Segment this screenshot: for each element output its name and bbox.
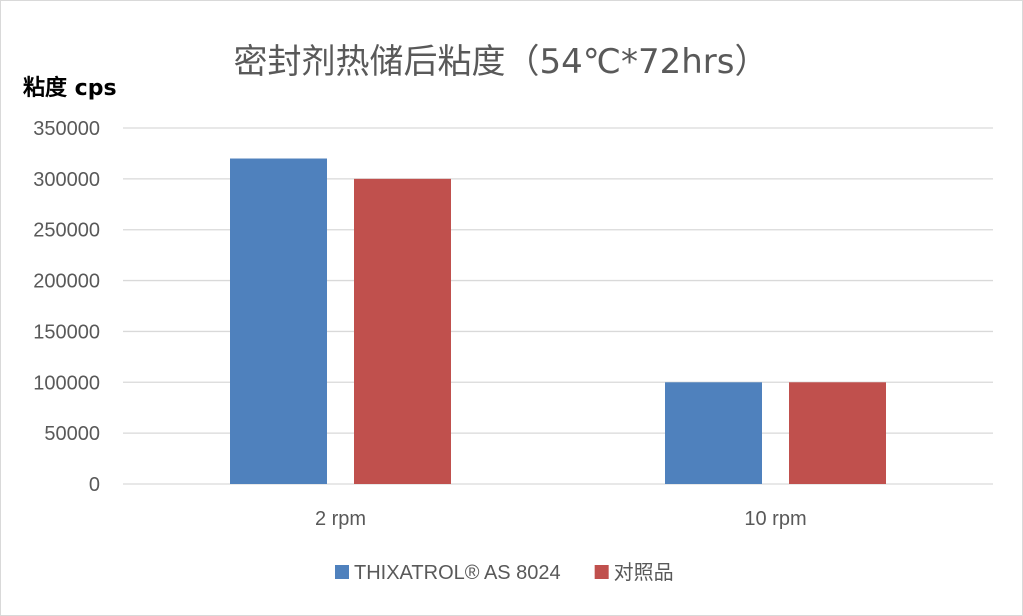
legend-label: 对照品 <box>614 561 674 584</box>
chart-title: 密封剂热储后粘度（54℃*72hrs） <box>234 42 769 82</box>
bar-2-2 <box>789 382 886 484</box>
y-tick-label: 0 <box>89 474 100 496</box>
bar-layer <box>230 158 886 484</box>
y-tick-label: 100000 <box>33 372 100 394</box>
legend-swatch <box>594 565 609 579</box>
legend-label: THIXATROL® AS 8024 <box>354 562 561 584</box>
bar-1-2 <box>665 382 762 484</box>
y-tick-label: 300000 <box>33 169 100 191</box>
y-tick-label: 200000 <box>33 271 100 293</box>
y-tick-label: 50000 <box>44 423 100 445</box>
y-axis-label: 粘度 cps <box>23 75 117 101</box>
legend: THIXATROL® AS 8024 对照品 <box>335 561 674 584</box>
x-tick-label: 2 rpm <box>315 508 366 530</box>
y-tick-labels: 0 50000 100000 150000 200000 250000 300000 3500… <box>33 118 100 496</box>
bar-1-1 <box>230 158 327 484</box>
x-tick-label: 10 rpm <box>744 508 806 530</box>
legend-swatch <box>335 565 349 579</box>
x-tick-labels: 2 rpm 10 rpm <box>315 508 807 530</box>
y-tick-label: 250000 <box>33 220 100 242</box>
bar-2-1 <box>354 178 451 484</box>
y-tick-label: 350000 <box>33 118 100 140</box>
y-tick-label: 150000 <box>33 321 100 343</box>
